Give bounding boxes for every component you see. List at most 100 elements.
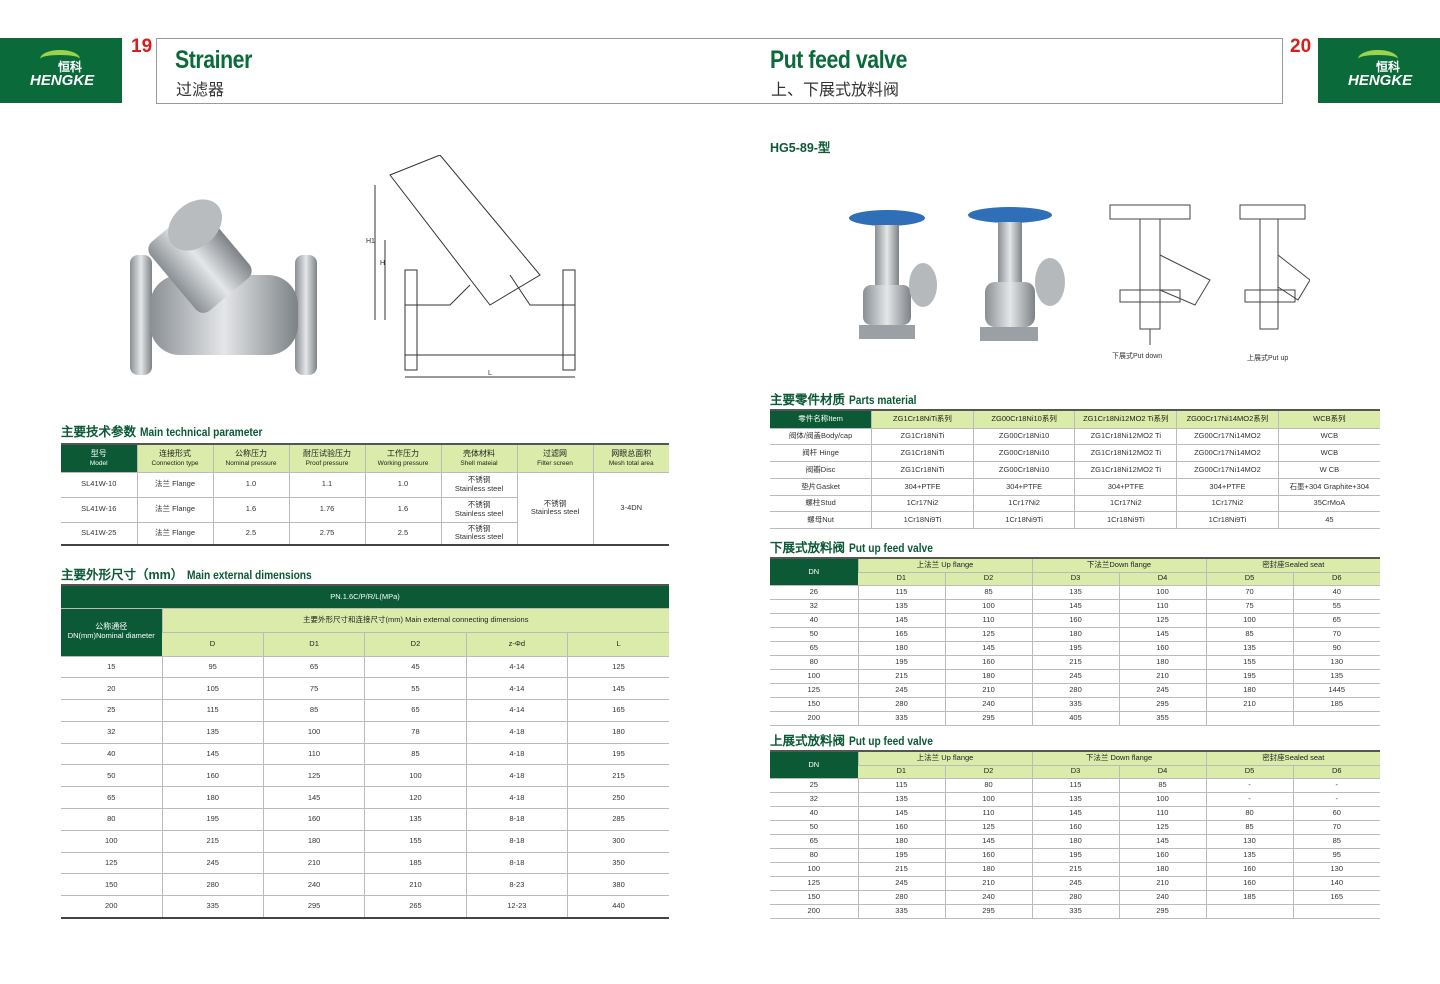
cell: 8-23 <box>465 873 568 896</box>
cell: 245 <box>857 683 945 697</box>
cell: 300 <box>567 830 669 853</box>
page-number-left: 19 <box>131 36 153 57</box>
cell: - <box>1205 792 1293 806</box>
cell: 1Cr18Ni9Ti <box>1176 511 1279 529</box>
cell: 25 <box>809 779 818 789</box>
cell: 200 <box>807 905 820 915</box>
header-box <box>156 38 1283 104</box>
cell: 280 <box>857 890 945 904</box>
table-row: 80 195 160 215 180 155 130 <box>770 655 1380 669</box>
cell: 35CrMoA <box>1277 495 1380 512</box>
cell: 125 <box>944 820 1032 834</box>
cell: 245 <box>161 852 264 874</box>
table-row: 15 95 65 45 4-14 125 <box>61 656 669 678</box>
column-header: WCB系列 <box>1277 410 1380 428</box>
put-up-dims-table: DN 上法兰 Up flange 下法兰 Down flange 密封座Sealed … <box>770 750 1380 919</box>
cell: 1Cr17Ni2 <box>871 495 974 512</box>
cell: 50 <box>107 770 116 780</box>
cell: 85 <box>1205 820 1293 834</box>
pressure-header: PN.1.6C/P/R/L(MPa) <box>61 585 669 608</box>
cell: 1.76 <box>288 497 365 522</box>
cell: 355 <box>1118 711 1206 725</box>
cell: 160 <box>944 655 1032 669</box>
cell: 8-18 <box>465 808 568 831</box>
cell: 240 <box>944 697 1032 711</box>
page-subtitle-left: 过滤器 <box>176 82 225 99</box>
table-row: 80 195 160 195 160 135 95 <box>770 848 1380 862</box>
cell: 195 <box>1031 848 1119 862</box>
dims-table: PN.1.6C/P/R/L(MPa) 公称通径 DN(mm)Nominal dia… <box>61 584 669 919</box>
cell: 125 <box>104 857 118 867</box>
cell: 2.5 <box>212 522 289 545</box>
cell: 145 <box>857 613 945 627</box>
cell: 50 <box>809 821 818 831</box>
cell: 160 <box>1118 641 1206 655</box>
cell <box>1292 904 1380 918</box>
column-header: D1 <box>858 765 945 778</box>
cell: W CB <box>1277 461 1380 479</box>
column-header: ZG1Cr18Ni12MO2 Ti系列 <box>1074 410 1177 428</box>
cell: 32 <box>809 793 818 803</box>
cell: 法兰 Flange <box>136 497 213 522</box>
table-row: 25 115 80 115 85- - <box>770 778 1380 792</box>
dim-label-h1: H1 <box>366 238 375 245</box>
cell: 90 <box>1292 641 1380 655</box>
cell: 210 <box>1205 697 1293 711</box>
cell: 245 <box>1118 683 1206 697</box>
cell: 295 <box>1118 904 1206 918</box>
column-header: L <box>567 632 669 656</box>
cell: 垫片Gasket <box>801 481 840 491</box>
leaf-wave-icon <box>40 50 80 68</box>
cell: 145 <box>262 786 365 809</box>
brand-logo-left: 恒科 HENGKE <box>0 38 122 103</box>
cell: 240 <box>262 873 365 896</box>
cell: 135 <box>364 808 467 831</box>
cell: 100 <box>262 721 365 744</box>
table-row: 阀体/阀盖Body/cap ZG1Cr18NiTi ZG00Cr18Ni10 ZG1C… <box>770 428 1380 445</box>
cell: 160 <box>1118 848 1206 862</box>
cell: 135 <box>1205 641 1293 655</box>
table-row: 125 245 210 245 210 160 140 <box>770 876 1380 890</box>
cell: 115 <box>857 585 945 599</box>
feed-valve-drawings: 下展式Put down 上展式Put up <box>1109 204 1310 362</box>
cell: 100 <box>1205 613 1293 627</box>
cell: ZG00Cr17Ni14MO2 <box>1176 428 1279 445</box>
cell: 304+PTFE <box>972 478 1075 496</box>
cell: 195 <box>857 848 945 862</box>
cell: 195 <box>1205 669 1293 683</box>
cell: 95 <box>161 656 264 678</box>
cell: 32 <box>809 600 818 610</box>
cell: 70 <box>1292 820 1380 834</box>
cell: 95 <box>1292 848 1380 862</box>
cell: 335 <box>857 904 945 918</box>
cell: 440 <box>567 895 669 918</box>
cell: - <box>1205 778 1293 792</box>
cell: 180 <box>1205 683 1293 697</box>
cell: 法兰 Flange <box>136 472 213 497</box>
group-header: 上法兰 Up flange <box>857 751 1032 765</box>
column-header: 型号 Model <box>61 444 137 472</box>
column-header: D5 <box>1205 765 1293 778</box>
strainer-drawing: H1 H L <box>366 155 576 378</box>
cell: 80 <box>809 656 818 666</box>
cell: 100 <box>807 863 820 873</box>
dn-header: DN <box>770 751 858 778</box>
column-header: 工作压力 Working pressure <box>364 444 441 472</box>
cell: 45 <box>1277 511 1380 529</box>
cell: 2.5 <box>364 522 441 545</box>
cell: ZG00Cr17Ni14MO2 <box>1176 444 1279 462</box>
cell: 195 <box>161 808 264 831</box>
dim-label-h: H <box>380 260 385 267</box>
cell: 180 <box>1031 627 1119 641</box>
cell: 115 <box>857 778 945 792</box>
brand-name-cn: 恒科 <box>1376 60 1401 74</box>
cell: SL41W-16 <box>81 504 117 514</box>
column-header: ZG00Cr17Ni14MO2系列 <box>1176 410 1279 428</box>
cell: 阀杆 Hinge <box>802 448 839 458</box>
cell: 螺母Nut <box>807 515 834 525</box>
cell: 65 <box>364 699 467 722</box>
table-row: 32 135 100 145 110 75 55 <box>770 599 1380 613</box>
cell: 105 <box>161 677 264 700</box>
cell: 125 <box>1118 820 1206 834</box>
cell: 26 <box>809 586 818 596</box>
